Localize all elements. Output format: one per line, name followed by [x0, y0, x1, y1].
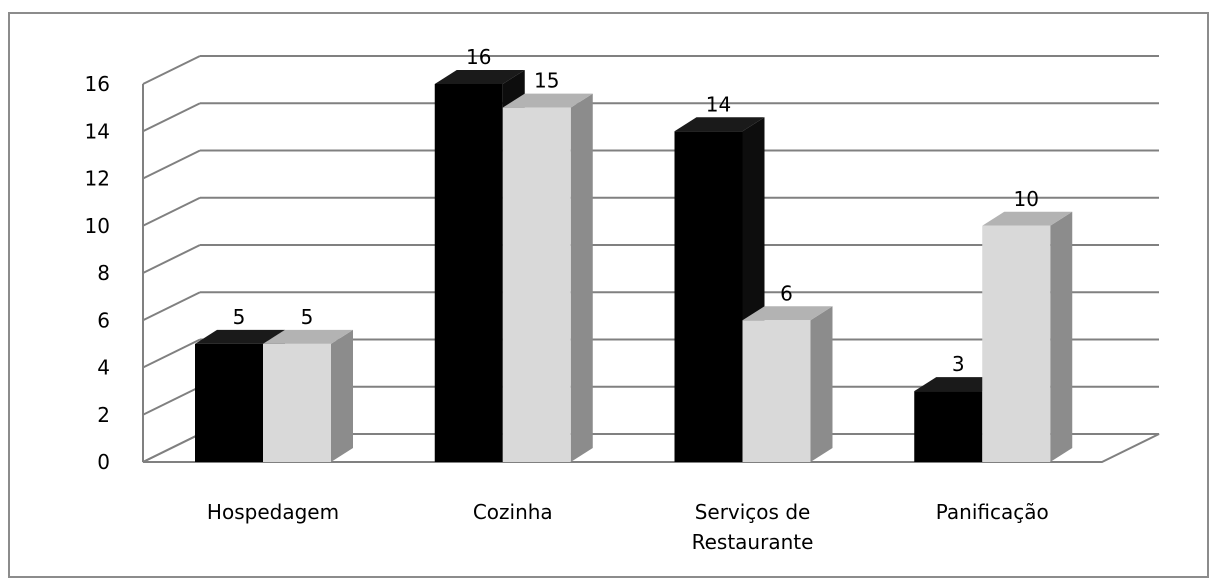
bar — [263, 343, 331, 462]
bar-top — [674, 117, 765, 132]
gridline-side — [142, 196, 201, 227]
bar — [502, 107, 571, 462]
bar-top — [263, 329, 353, 344]
data-label: 10 — [1014, 187, 1039, 211]
bar — [742, 320, 811, 462]
category-label: Hospedagem — [207, 500, 339, 524]
y-tick-label: 10 — [85, 214, 110, 238]
gridline-side — [142, 102, 201, 133]
bar-top — [742, 306, 833, 321]
data-label: 16 — [466, 45, 491, 69]
y-tick-label: 0 — [97, 450, 110, 474]
gridline-side — [142, 385, 201, 416]
bar — [434, 84, 503, 462]
data-label: 6 — [780, 281, 793, 305]
bar — [914, 391, 983, 462]
gridline-side — [142, 291, 201, 322]
y-tick-label: 14 — [85, 119, 110, 143]
gridline-side — [142, 338, 201, 369]
data-label: 15 — [534, 69, 559, 93]
bar-side — [331, 329, 353, 462]
data-label: 5 — [301, 305, 314, 329]
gridline-side — [142, 433, 201, 463]
bar-top — [195, 329, 285, 344]
bar — [195, 343, 263, 462]
category-label: Restaurante — [692, 530, 814, 554]
data-label: 14 — [706, 92, 731, 116]
gridline-side — [142, 244, 201, 274]
category-label: Panificação — [936, 500, 1049, 524]
gridline-side — [142, 55, 201, 85]
bar-top — [914, 377, 1005, 392]
bar-top — [434, 70, 525, 84]
bar-top — [502, 93, 593, 108]
gridline-side — [142, 149, 201, 180]
bar-side — [1050, 211, 1073, 462]
y-tick-label: 16 — [85, 72, 110, 96]
bar-side — [570, 93, 593, 462]
data-label: 5 — [233, 305, 246, 329]
y-tick-label: 8 — [97, 261, 110, 285]
bar-side — [810, 306, 833, 462]
y-tick-label: 2 — [97, 403, 110, 427]
y-tick-label: 12 — [85, 167, 110, 191]
bar — [674, 131, 743, 462]
category-label: Cozinha — [473, 500, 553, 524]
bar — [982, 225, 1051, 462]
category-label: Serviços de — [695, 500, 811, 524]
y-tick-label: 4 — [97, 356, 110, 380]
y-tick-label: 6 — [97, 308, 110, 332]
bar-top — [982, 211, 1073, 226]
data-label: 3 — [952, 352, 965, 376]
